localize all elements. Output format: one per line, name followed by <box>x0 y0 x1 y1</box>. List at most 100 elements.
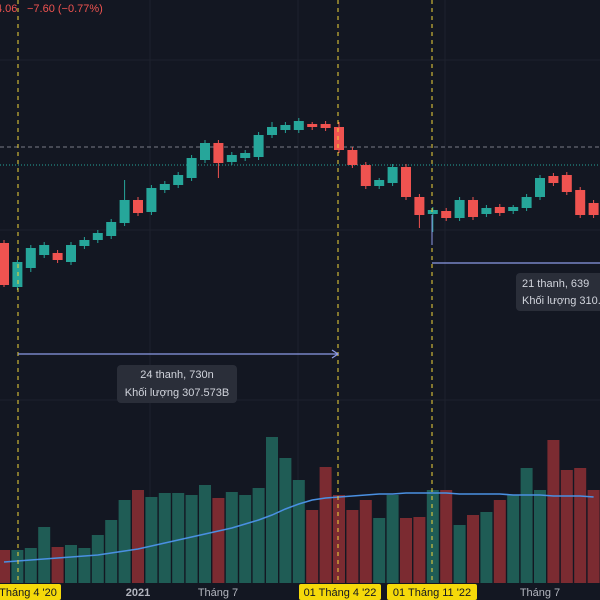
candle-body <box>575 190 586 215</box>
candle-body <box>414 197 425 215</box>
candle-body <box>267 127 277 135</box>
candle-body <box>521 197 532 208</box>
volume-bar <box>239 495 252 583</box>
date-highlight <box>0 584 61 600</box>
candle-body <box>387 167 398 183</box>
candle-body <box>213 143 224 163</box>
volume-bar <box>359 500 372 583</box>
candle-body <box>334 127 344 150</box>
volume-bar <box>574 468 587 583</box>
volume-bar <box>413 517 426 583</box>
candle-body <box>588 203 599 215</box>
candle-body <box>226 155 237 162</box>
candle-body <box>320 124 331 128</box>
candle-body <box>253 135 264 157</box>
measure-volume: Khối lượng 307.573B <box>125 387 229 399</box>
candle-body <box>454 200 465 218</box>
candle-body <box>66 245 76 262</box>
volume-bar <box>132 490 144 583</box>
volume-bar <box>0 550 10 583</box>
measure-box <box>516 273 600 311</box>
candle-body <box>146 188 157 212</box>
header-change: −7.60 (−0.77%) <box>27 3 103 15</box>
volume-bar <box>266 437 278 583</box>
volume-bar <box>78 548 91 583</box>
x-tick-label: 01 Tháng 11 '22 <box>393 587 471 599</box>
volume-bar <box>333 495 345 583</box>
volume-bar <box>426 490 439 583</box>
volume-bar <box>560 470 573 583</box>
volume-bar <box>440 490 453 583</box>
volume-bar <box>319 467 332 583</box>
header-price: 4.06 <box>0 3 17 15</box>
volume-bar <box>212 498 225 583</box>
volume-bar <box>279 458 292 583</box>
volume-bar <box>158 493 171 583</box>
date-highlight <box>387 584 477 600</box>
volume-bar <box>400 518 412 583</box>
volume-bar <box>91 535 104 583</box>
candle-body <box>119 200 130 223</box>
volume-bar <box>346 510 359 583</box>
volume-bar <box>534 490 546 583</box>
candle-body <box>280 125 291 130</box>
volume-bar <box>51 547 64 583</box>
volume-bar <box>373 518 386 583</box>
volume-bar <box>252 488 265 583</box>
measure-arrow <box>331 349 340 359</box>
measure-box <box>117 365 237 403</box>
candle-body <box>374 180 385 186</box>
candle-body <box>106 222 117 236</box>
volume-bar <box>145 497 158 583</box>
volume-bar <box>587 490 600 583</box>
candle-body <box>561 175 572 192</box>
date-highlight <box>299 584 381 600</box>
moving-average <box>3 492 594 563</box>
candle-body <box>25 248 36 268</box>
volume-bar <box>105 520 118 583</box>
volume-bar <box>493 500 506 583</box>
volume-bar <box>386 495 399 583</box>
candle-body <box>307 124 318 127</box>
candle-body <box>535 178 545 197</box>
candle-body <box>39 245 50 255</box>
volume-bar <box>480 512 493 583</box>
x-tick-label: 2021 <box>126 587 150 599</box>
measure-bars: 24 thanh, 730n <box>140 369 213 381</box>
candle-body <box>159 184 170 190</box>
volume-bar <box>292 480 305 583</box>
grid <box>0 0 600 583</box>
candle-body <box>0 243 9 285</box>
candle-body <box>468 200 478 217</box>
candle-body <box>441 211 452 218</box>
candle-body <box>427 210 438 214</box>
x-tick-label: 01 Tháng 4 '22 <box>304 587 377 599</box>
volume-layer <box>0 437 600 583</box>
time-axis-labels: Tháng 4 '20 2021 Tháng 7 01 Tháng 4 '22 01 T… <box>0 584 560 600</box>
x-tick-label: Tháng 7 <box>198 587 238 599</box>
candle-body <box>92 233 103 240</box>
candle-body <box>52 253 63 260</box>
measure-bars: 21 thanh, 639 <box>522 278 589 290</box>
candle-layer <box>0 118 599 290</box>
volume-bar <box>65 545 77 583</box>
candle-body <box>173 175 184 185</box>
candle-body <box>401 167 411 197</box>
candle-body <box>360 165 371 186</box>
volume-bar <box>172 493 185 583</box>
measure-volume: Khối lượng 310.6 <box>522 295 600 307</box>
candle-body <box>12 262 23 287</box>
volume-bar <box>185 495 198 583</box>
x-tick-label: Tháng 7 <box>520 587 560 599</box>
candle-body <box>200 143 210 160</box>
candle-body <box>508 207 519 211</box>
candle-body <box>133 200 143 213</box>
volume-bar <box>547 440 560 583</box>
candle-body <box>293 121 304 130</box>
volume-bar <box>11 550 24 583</box>
volume-bar <box>38 527 51 583</box>
volume-bar <box>467 515 479 583</box>
volume-bar <box>453 525 466 583</box>
candle-body <box>481 208 492 214</box>
